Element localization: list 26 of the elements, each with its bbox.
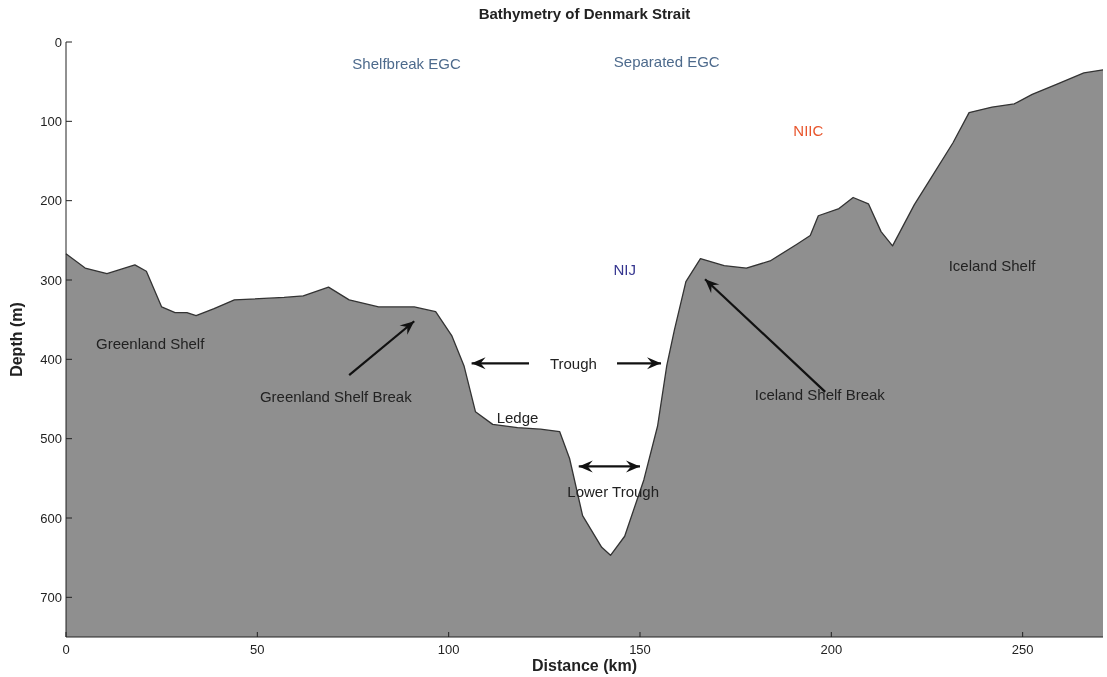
x-axis-title: Distance (km) [532, 657, 637, 674]
y-axis-title: Depth (m) [8, 302, 25, 377]
annotation: Shelfbreak EGC [352, 55, 461, 73]
x-tick-label: 250 [1011, 642, 1034, 657]
annotation: Iceland Shelf Break [754, 386, 886, 404]
annotation: Trough [549, 354, 597, 372]
annotation: NIJ [613, 260, 636, 278]
annotation: Iceland Shelf [948, 256, 1037, 274]
x-tick-label: 50 [250, 642, 265, 657]
x-tick-label: 100 [437, 642, 460, 657]
annotation: Greenland Shelf Break [259, 387, 413, 405]
annotation: Separated EGC [613, 53, 720, 71]
y-tick-label: 0 [54, 34, 62, 50]
y-tick-label: 300 [40, 272, 62, 288]
y-tick-label: 600 [40, 510, 62, 526]
y-tick-label: 200 [40, 193, 62, 209]
annotation: Ledge [496, 409, 539, 427]
y-tick-label: 100 [40, 113, 62, 129]
annotation: NIIC [793, 122, 824, 140]
annotation: Greenland Shelf [95, 334, 206, 352]
y-tick-label: 400 [40, 351, 62, 367]
chart-title: Bathymetry of Denmark Strait [478, 5, 691, 22]
y-tick-label: 500 [40, 431, 62, 447]
y-tick-label: 700 [40, 589, 62, 605]
x-tick-label: 150 [629, 642, 651, 657]
x-tick-label: 200 [820, 642, 843, 657]
